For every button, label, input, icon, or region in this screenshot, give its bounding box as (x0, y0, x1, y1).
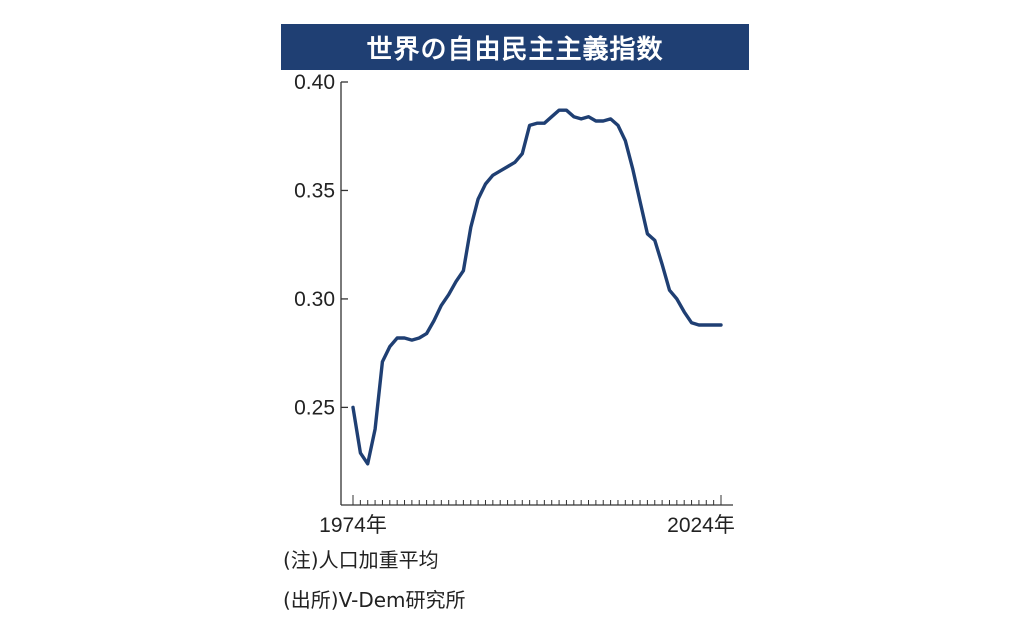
y-tick-label: 0.25 (294, 396, 335, 419)
series-group (351, 108, 723, 466)
chart-title: 世界の自由民主主義指数 (281, 24, 749, 70)
x-tick-label: 1974年 (319, 514, 387, 537)
y-axis: 0.40 0.35 0.30 0.25 (294, 71, 348, 505)
source-text: (出所)V-Dem研究所 (283, 588, 466, 612)
note-text: (注)人口加重平均 (283, 548, 439, 572)
x-tick-label: 2024年 (667, 514, 735, 537)
y-tick-label: 0.30 (294, 288, 335, 311)
y-tick-label: 0.40 (294, 71, 335, 94)
series-line (351, 108, 723, 466)
y-tick-label: 0.35 (294, 179, 335, 202)
x-axis: 1974年 2024年 (319, 495, 735, 537)
